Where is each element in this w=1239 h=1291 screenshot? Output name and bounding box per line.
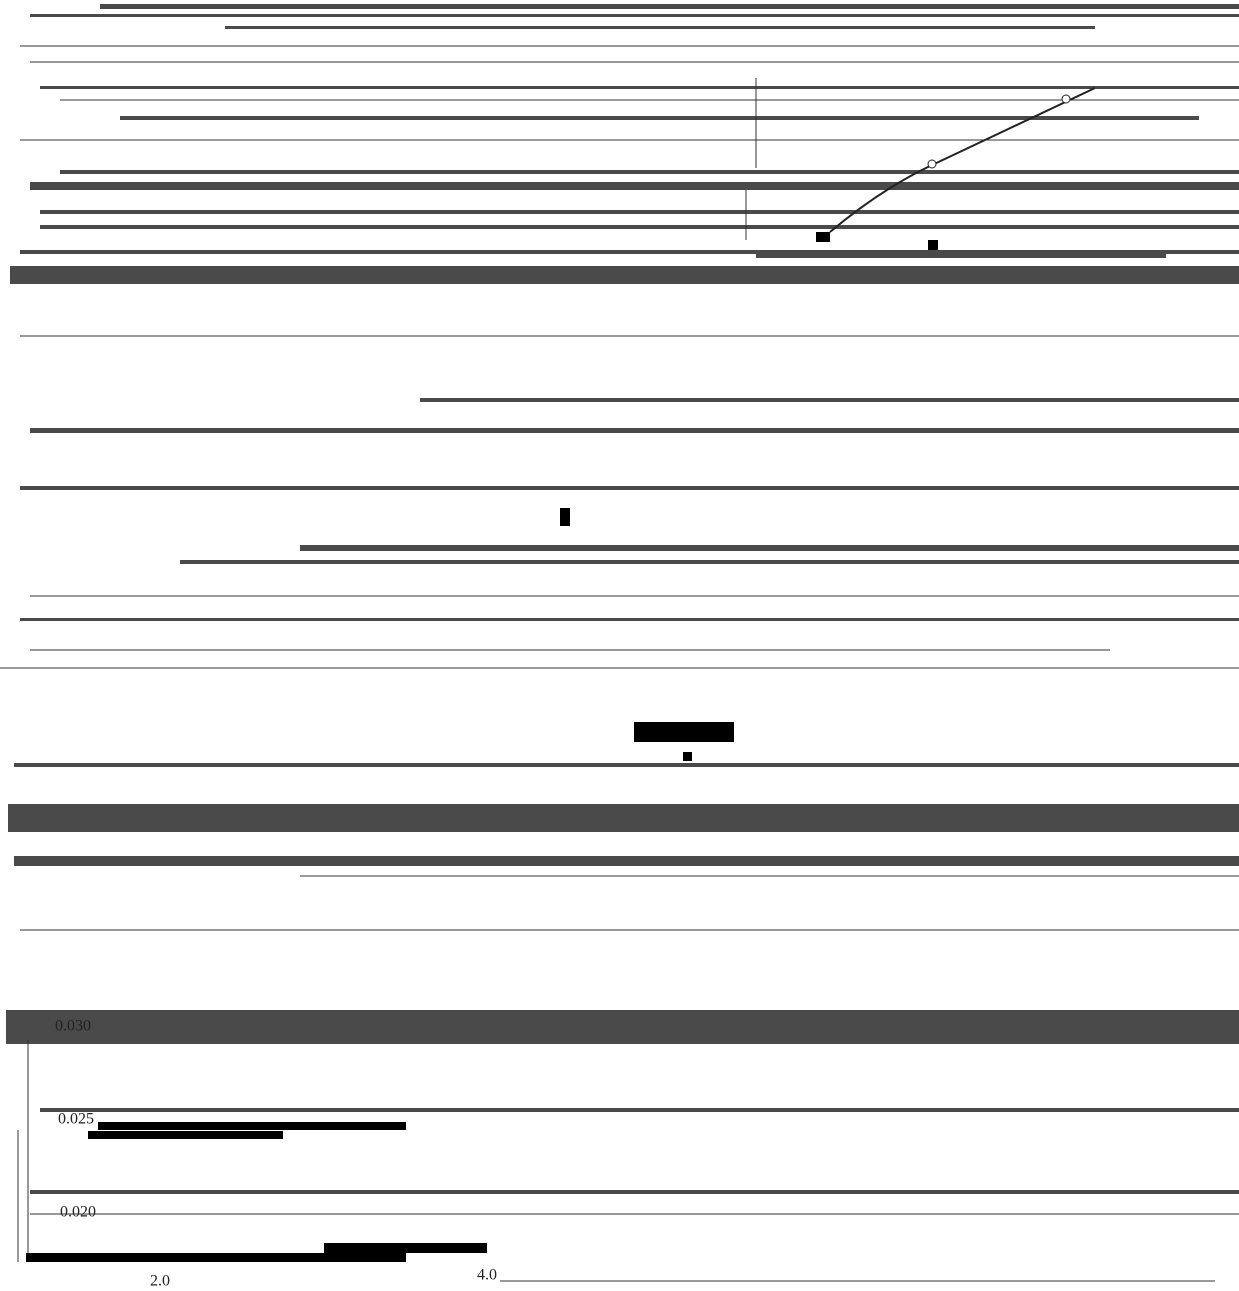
mark (634, 722, 734, 742)
y-tick-label: 0.025 (58, 1111, 94, 1128)
marker (927, 159, 937, 169)
rule (30, 428, 1239, 433)
mark (88, 1131, 283, 1139)
rule (180, 560, 1239, 564)
rule (20, 486, 1239, 490)
rule (30, 182, 1239, 190)
rule (20, 250, 1239, 254)
rule (20, 618, 1239, 621)
mark (683, 752, 692, 761)
x-tick-label: 2.0 (150, 1273, 170, 1290)
mark (98, 1122, 406, 1130)
mark (324, 1243, 487, 1253)
marker (1061, 94, 1071, 104)
rule (100, 4, 1239, 9)
band (6, 1010, 1239, 1044)
rule (40, 210, 1239, 214)
top-rules (10, 4, 1239, 284)
mark (560, 508, 570, 526)
rule (14, 763, 1239, 767)
rule (120, 116, 1199, 120)
rule (40, 1108, 1239, 1112)
y-tick-label: 0.030 (55, 1018, 91, 1035)
lower-plot: 0.030 0.025 0.020 2.0 4.0 (17, 1018, 1239, 1290)
rule (225, 26, 1095, 29)
x-tick-label: 4.0 (477, 1267, 497, 1284)
band (8, 804, 1239, 832)
rule (420, 398, 1239, 402)
rule (300, 545, 1239, 551)
inset-curve (745, 78, 1166, 258)
marker (928, 240, 938, 250)
mark (26, 1253, 406, 1262)
y-tick-label: 0.020 (60, 1204, 96, 1221)
rule (30, 1190, 1239, 1194)
rule (60, 170, 1239, 174)
rule (40, 86, 1239, 89)
rule (30, 14, 1239, 17)
rule (40, 225, 1239, 229)
axis (756, 252, 1166, 258)
marker (816, 232, 830, 242)
band (14, 856, 1239, 866)
band (10, 266, 1239, 284)
middle-rules (0, 335, 1239, 1044)
